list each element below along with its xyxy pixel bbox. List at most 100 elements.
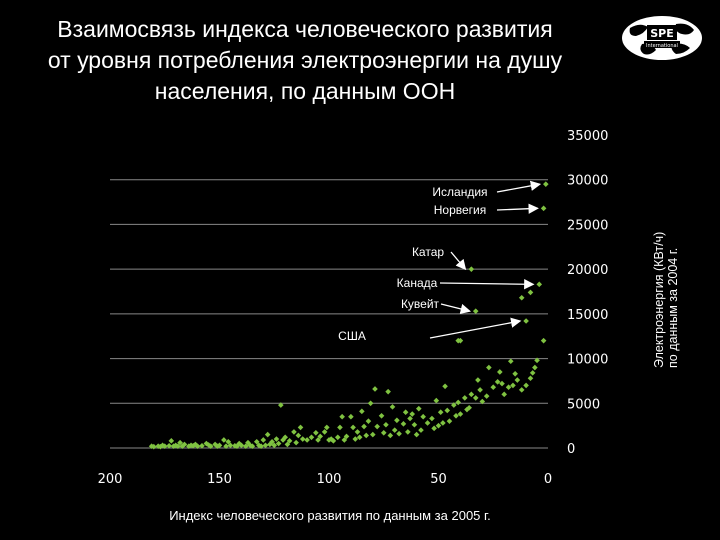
data-point-128: [225, 438, 232, 445]
annotation-label-4: Кувейт: [401, 297, 440, 311]
data-point-76: [361, 423, 367, 430]
annotation-label-0: Исландия: [432, 185, 487, 199]
data-point-141: [188, 442, 194, 449]
data-point-143: [181, 441, 188, 448]
data-point-62: [394, 417, 400, 424]
data-point-105: [282, 434, 288, 441]
y-tick-label-0: 0: [567, 442, 575, 457]
data-point-39: [453, 413, 459, 419]
data-point-108: [275, 440, 282, 447]
x-tick-labels: 200 150 100 50 0: [98, 472, 553, 487]
data-point-41: [446, 418, 453, 424]
data-point-32: [472, 395, 479, 401]
y-tick-label-3: 15000: [567, 308, 608, 323]
data-point-112: [267, 441, 273, 448]
y-axis-label-line-2: по данным за 2004 г.: [666, 248, 680, 368]
y-tick-label-4: 20000: [567, 263, 608, 278]
data-point-82: [348, 413, 354, 420]
y-tick-label-6: 30000: [567, 174, 608, 189]
y-axis-label-line-1: Электроэнергия (КВт/ч): [652, 232, 666, 368]
x-tick-label-0: 200: [98, 472, 123, 487]
data-point-137: [199, 442, 205, 449]
data-point-42: [444, 407, 451, 414]
data-point-54: [413, 431, 420, 438]
data-point-148: [170, 443, 177, 450]
data-point-119: [249, 443, 256, 450]
data-point-7: [518, 294, 525, 301]
data-point-135: [205, 442, 212, 448]
y-tick-label-2: 10000: [567, 353, 608, 368]
data-point-0: [543, 181, 549, 187]
annotations: Исландия Норвегия Катар Канада Кувейт США: [338, 180, 542, 343]
data-point-16: [518, 387, 525, 393]
data-point-21: [505, 384, 512, 390]
data-point-96: [308, 434, 315, 441]
x-tick-label-3: 50: [430, 472, 447, 487]
title-line-3: населения, по данным ООН: [154, 78, 456, 104]
data-point-31: [475, 377, 481, 383]
data-point-34: [466, 404, 472, 411]
data-point-35: [464, 406, 470, 413]
data-point-97: [304, 437, 310, 443]
annotation-arrow-4: [440, 303, 471, 315]
annotation-arrow-1: [496, 203, 539, 214]
data-point-22: [501, 391, 507, 398]
data-point-4: [472, 308, 479, 314]
data-point-79: [354, 429, 361, 435]
data-point-88: [330, 438, 337, 444]
data-point-17: [514, 377, 521, 383]
data-point-15: [523, 382, 529, 389]
y-tick-labels: 0 5000 10000 15000 20000 25000 30000 35000: [567, 129, 608, 457]
data-point-118: [253, 438, 260, 445]
spe-logo: SPE International: [622, 16, 702, 60]
data-point-81: [350, 424, 356, 431]
data-point-84: [341, 437, 348, 443]
data-point-122: [242, 443, 249, 450]
data-point-99: [297, 424, 304, 431]
title-line-1: Взаимосвязь индекса человеческого развит…: [57, 16, 553, 42]
data-point-23: [499, 380, 505, 387]
data-point-110: [271, 442, 278, 449]
data-point-133: [212, 441, 218, 448]
data-point-70: [374, 423, 380, 430]
data-point-30: [477, 387, 483, 393]
data-point-144: [179, 443, 186, 450]
data-point-57: [407, 415, 413, 422]
title-line-2: от уровня потребления электроэнергии на …: [47, 47, 563, 73]
y-tick-label-7: 35000: [567, 129, 608, 144]
annotation-arrow-0: [496, 180, 542, 193]
data-point-146: [175, 443, 181, 450]
data-point-27: [486, 364, 492, 371]
data-point-40: [451, 402, 457, 408]
data-point-66: [385, 388, 391, 395]
data-point-43: [442, 383, 448, 390]
data-point-48: [431, 425, 437, 432]
data-point-69: [378, 413, 385, 419]
y-tick-label-1: 5000: [567, 397, 600, 412]
data-point-11: [534, 357, 540, 364]
data-point-12: [532, 364, 538, 371]
page-title: Взаимосвязь индекса человеческого развит…: [0, 14, 610, 107]
data-point-114: [262, 442, 269, 449]
data-point-139: [192, 441, 199, 448]
data-point-121: [245, 439, 251, 446]
data-point-37: [457, 411, 464, 417]
data-point-61: [396, 430, 402, 437]
data-point-52: [418, 427, 424, 433]
data-point-111: [269, 438, 275, 445]
data-point-2: [468, 266, 475, 272]
data-point-56: [409, 411, 416, 417]
data-point-53: [415, 405, 422, 412]
data-point-98: [299, 436, 306, 442]
data-point-78: [356, 434, 363, 441]
data-point-19: [510, 382, 516, 389]
data-point-90: [326, 437, 332, 443]
data-point-68: [380, 429, 387, 436]
data-point-45: [437, 409, 444, 416]
data-point-13: [529, 370, 536, 376]
data-point-28: [483, 393, 490, 399]
annotation-label-5: США: [338, 329, 366, 343]
data-point-59: [402, 409, 409, 416]
data-point-101: [293, 439, 299, 446]
